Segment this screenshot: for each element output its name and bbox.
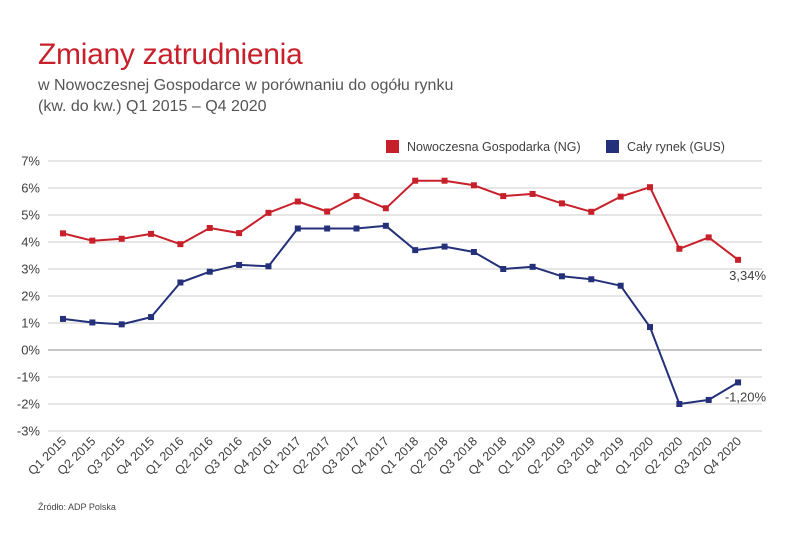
data-point	[647, 324, 653, 331]
data-point	[236, 261, 243, 268]
data-point	[617, 282, 624, 289]
data-point	[558, 273, 565, 280]
y-tick-label: 7%	[21, 154, 40, 169]
data-point	[148, 230, 155, 237]
data-point	[558, 200, 565, 207]
data-point	[529, 190, 536, 197]
data-point	[324, 208, 331, 215]
data-point	[647, 184, 653, 191]
legend-label: Nowoczesna Gospodarka (NG)	[407, 140, 581, 154]
y-tick-label: 3%	[21, 262, 40, 277]
y-tick-label: 6%	[21, 181, 40, 196]
data-point	[470, 182, 477, 189]
data-point	[89, 319, 96, 326]
data-point	[206, 268, 213, 275]
data-point	[470, 248, 477, 255]
data-point	[60, 230, 66, 237]
legend-label: Cały rynek (GUS)	[627, 140, 725, 154]
legend-swatch	[386, 140, 399, 153]
y-tick-label: -3%	[17, 424, 41, 439]
data-point	[676, 245, 683, 252]
data-point	[206, 224, 213, 231]
data-point	[294, 225, 301, 232]
data-point	[412, 177, 419, 184]
y-tick-label: 0%	[21, 343, 40, 358]
data-point	[588, 276, 595, 283]
data-point	[148, 314, 155, 321]
source-note: Źródło: ADP Polska	[38, 502, 116, 512]
data-point	[60, 315, 66, 322]
data-label: 3,34%	[729, 268, 766, 283]
data-point	[353, 225, 360, 232]
data-point	[705, 396, 712, 403]
data-point	[705, 234, 712, 241]
data-point	[236, 230, 243, 237]
data-point	[735, 256, 742, 263]
data-point	[324, 225, 331, 232]
legend-swatch	[606, 140, 619, 153]
data-point	[529, 263, 536, 270]
data-point	[500, 193, 507, 200]
data-point	[441, 177, 448, 184]
data-point	[265, 263, 272, 270]
chart-subtitle: w Nowoczesnej Gospodarce w porównaniu do…	[38, 75, 453, 117]
data-point	[294, 198, 301, 205]
data-point	[177, 279, 184, 286]
data-point	[118, 235, 125, 242]
series-line	[62, 224, 739, 405]
data-point	[89, 237, 96, 244]
data-point	[177, 241, 184, 248]
data-point	[617, 193, 624, 200]
subtitle-line-2: (kw. do kw.) Q1 2015 – Q4 2020	[38, 98, 267, 115]
y-tick-label: -1%	[17, 370, 41, 385]
y-tick-label: 1%	[21, 316, 40, 331]
subtitle-line-1: w Nowoczesnej Gospodarce w porównaniu do…	[38, 77, 454, 94]
data-point	[118, 321, 125, 328]
data-point	[500, 266, 507, 272]
data-point	[353, 193, 360, 200]
y-tick-label: -2%	[17, 397, 41, 412]
data-point	[382, 222, 389, 229]
data-point	[676, 401, 683, 407]
data-point	[382, 205, 389, 212]
data-point	[588, 208, 595, 215]
y-tick-label: 4%	[21, 235, 40, 250]
y-tick-label: 5%	[21, 208, 40, 223]
data-point	[412, 247, 419, 254]
chart-title: Zmiany zatrudnienia	[38, 38, 303, 71]
series-line	[62, 179, 739, 261]
data-point	[265, 209, 272, 216]
data-point	[735, 379, 742, 386]
data-label: -1,20%	[725, 389, 767, 404]
y-tick-label: 2%	[21, 289, 40, 304]
data-point	[441, 243, 448, 250]
